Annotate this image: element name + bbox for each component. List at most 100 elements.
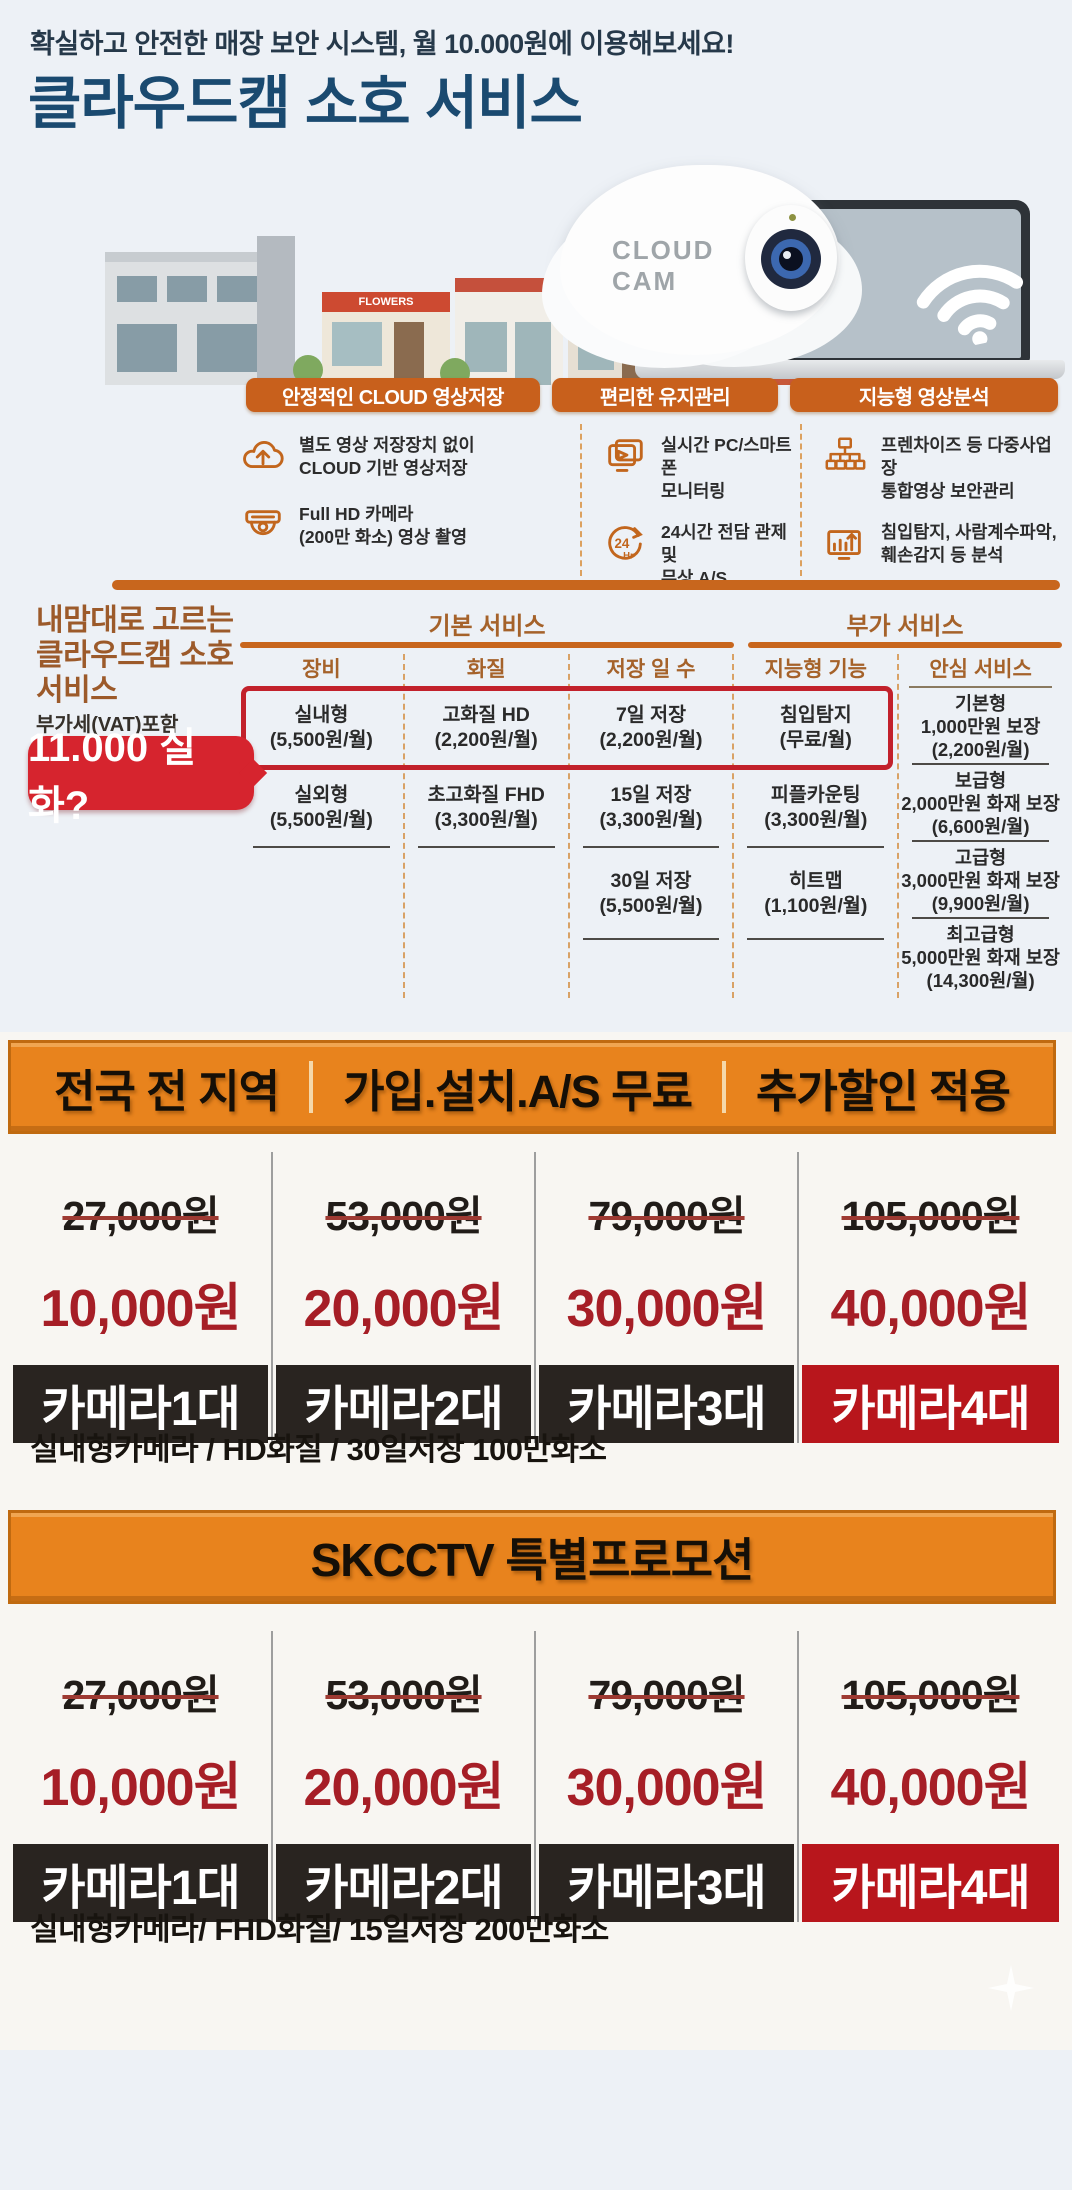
price-badge: 11.000 실화?	[28, 726, 254, 828]
old-price: 27,000원	[62, 1672, 219, 1718]
feature-cloud-storage: 별도 영상 저장장치 없이 CLOUD 기반 영상저장	[240, 434, 580, 485]
multisite-network-icon	[822, 434, 868, 485]
promo-section: 전국 전 지역 가입.설치.A/S 무료 추가할인 적용 27,000원 10,…	[0, 1032, 1072, 2050]
monitor-play-icon	[602, 434, 648, 485]
sale-price: 20,000원	[303, 1280, 505, 1338]
feature-text: 침입탐지, 사람계수파악, 훼손감지 등 분석	[881, 522, 1057, 566]
table-cell: 15일 저장 (3,300원/월)	[570, 768, 733, 848]
dome-camera-icon	[240, 503, 286, 554]
table-cell	[405, 848, 568, 940]
sale-price: 20,000원	[303, 1759, 505, 1817]
table-cell: 실외형 (5,500원/월)	[240, 768, 403, 848]
feature-fullhd-camera: Full HD 카메라 (200만 화소) 영상 촬영	[240, 503, 580, 554]
plan-table: 기본 서비스 부가 서비스 장비 실내형 (5,500원/월) 실외형 (5,5…	[240, 600, 1062, 1000]
camera-count-label: 카메라1대	[13, 1844, 268, 1922]
building-shop-red-roof	[455, 278, 563, 385]
price-card: 79,000원 30,000원 카메라3대	[536, 1152, 799, 1443]
sale-price: 10,000원	[40, 1280, 242, 1338]
wifi-icon	[894, 223, 1045, 363]
sale-price: 10,000원	[40, 1759, 242, 1817]
column-header: 장비	[302, 658, 341, 681]
price-grid-1: 27,000원 10,000원 카메라1대 53,000원 20,000원 카메…	[10, 1152, 1062, 1443]
feature-intrusion-analysis: 침입탐지, 사람계수파악, 훼손감지 등 분석	[822, 521, 1062, 572]
feature-list: 별도 영상 저장장치 없이 CLOUD 기반 영상저장 Full HD 카메라 …	[240, 424, 1062, 588]
camera-led	[789, 214, 796, 221]
column-ai-features: 지능형 기능 침입탐지 (무료/월) 피플카운팅 (3,300원/월) 히트맵 …	[732, 654, 897, 998]
feature-banner-cloud-storage: 안정적인 CLOUD 영상저장	[246, 378, 540, 412]
page-title: 클라우드캠 소호 서비스	[28, 71, 583, 136]
camera-count-label: 카메라3대	[539, 1844, 794, 1922]
banner-segment: 가입.설치.A/S 무료	[343, 1065, 693, 1117]
promo-banner-nationwide: 전국 전 지역 가입.설치.A/S 무료 추가할인 적용	[8, 1040, 1056, 1134]
column-equipment: 장비 실내형 (5,500원/월) 실외형 (5,500원/월)	[240, 654, 403, 998]
column-safe-services: 안심 서비스 기본형 1,000만원 보장 (2,200원/월) 보급형 2,0…	[897, 654, 1062, 998]
camera-count-label: 카메라2대	[276, 1365, 531, 1443]
table-cell: 초고화질 FHD (3,300원/월)	[405, 768, 568, 848]
table-cell: 기본형 1,000만원 보장 (2,200원/월)	[899, 688, 1062, 765]
laptop-base	[635, 360, 1065, 379]
camera-count-label: 카메라4대	[802, 1844, 1059, 1922]
feature-realtime-monitoring: 실시간 PC/스마트폰 모니터링	[602, 434, 800, 503]
feature-banner-video-analytics: 지능형 영상분석	[790, 378, 1058, 412]
camera-count-label: 카메라2대	[276, 1844, 531, 1922]
camera-count-label: 카메라4대	[802, 1365, 1059, 1443]
banner-segment: 전국 전 지역	[54, 1065, 280, 1117]
table-cell: 최고급형 5,000만원 화재 보장 (14,300원/월)	[901, 923, 1060, 992]
feature-text: 프렌차이즈 등 다중사업장 통합영상 보안관리	[881, 435, 1052, 502]
analytics-monitor-icon	[822, 521, 868, 572]
sale-price: 40,000원	[830, 1280, 1032, 1338]
feature-banner-maintenance: 편리한 유지관리	[552, 378, 778, 412]
svg-text:24: 24	[614, 536, 629, 551]
old-price: 27,000원	[62, 1193, 219, 1239]
table-cell: 히트맵 (1,100원/월)	[734, 848, 897, 940]
table-cell: 실내형 (5,500원/월)	[240, 688, 403, 768]
table-cell	[240, 848, 403, 940]
building-office	[105, 236, 295, 395]
sale-price: 30,000원	[566, 1759, 768, 1817]
24hr-icon: 24 Hr	[602, 521, 648, 572]
old-price: 53,000원	[325, 1193, 482, 1239]
svg-text:Hr: Hr	[623, 551, 634, 562]
price-card: 53,000원 20,000원 카메라2대	[273, 1631, 536, 1922]
banner-separator	[722, 1061, 727, 1113]
group-header-extra: 부가 서비스	[846, 613, 964, 640]
old-price: 79,000원	[588, 1672, 745, 1718]
old-price: 53,000원	[325, 1672, 482, 1718]
selected-plan-highlight	[241, 686, 893, 770]
cloud-upload-icon	[240, 434, 286, 485]
storefronts-illustration: FLOWERS	[0, 140, 1072, 415]
group-underline-basic	[240, 642, 734, 648]
flower-shop-sign: FLOWERS	[322, 292, 450, 312]
sale-price: 30,000원	[566, 1280, 768, 1338]
sparkle-icon	[988, 1965, 1034, 2016]
old-price: 79,000원	[588, 1193, 745, 1239]
camera-count-label: 카메라1대	[13, 1365, 268, 1443]
page-subtitle: 확실하고 안전한 매장 보안 시스템, 월 10.000원에 이용해보세요!	[30, 29, 734, 59]
table-cell: 고급형 3,000만원 화재 보장 (9,900원/월)	[899, 842, 1062, 919]
feature-multisite-security: 프렌차이즈 등 다중사업장 통합영상 보안관리	[822, 434, 1062, 503]
table-cell: 보급형 2,000만원 화재 보장 (6,600원/월)	[899, 765, 1062, 842]
table-top-bar	[112, 580, 1060, 590]
building-flower-shop: FLOWERS	[322, 292, 450, 385]
table-cell: 피플카운팅 (3,300원/월)	[734, 768, 897, 848]
column-header: 저장 일 수	[606, 658, 696, 681]
group-header-basic: 기본 서비스	[428, 613, 546, 640]
table-intro-heading: 내맘대로 고르는 클라우드캠 소호 서비스	[36, 604, 234, 707]
feature-text: 별도 영상 저장장치 없이 CLOUD 기반 영상저장	[299, 435, 475, 479]
old-price: 105,000원	[841, 1672, 1021, 1718]
price-card: 27,000원 10,000원 카메라1대	[10, 1631, 273, 1922]
table-cell: 30일 저장 (5,500원/월)	[570, 848, 733, 940]
column-quality: 화질 고화질 HD (2,200원/월) 초고화질 FHD (3,300원/월)	[402, 654, 568, 998]
column-header: 화질	[466, 658, 506, 681]
price-card: 105,000원 40,000원 카메라4대	[799, 1152, 1062, 1443]
price-card: 79,000원 30,000원 카메라3대	[536, 1631, 799, 1922]
price-grid-1-footnote: 실내형카메라 / HD화질 / 30일저장 100만화소	[30, 1432, 607, 1467]
column-header: 지능형 기능	[764, 658, 867, 681]
banner-title: SKCCTV 특별프로모션	[310, 1534, 755, 1586]
cloud-cam-label: CLOUD CAM	[612, 235, 715, 297]
banner-separator	[309, 1061, 314, 1113]
camera-count-label: 카메라3대	[539, 1365, 794, 1443]
camera-lens	[761, 229, 821, 289]
promo-banner-skcctv: SKCCTV 특별프로모션	[8, 1510, 1056, 1604]
